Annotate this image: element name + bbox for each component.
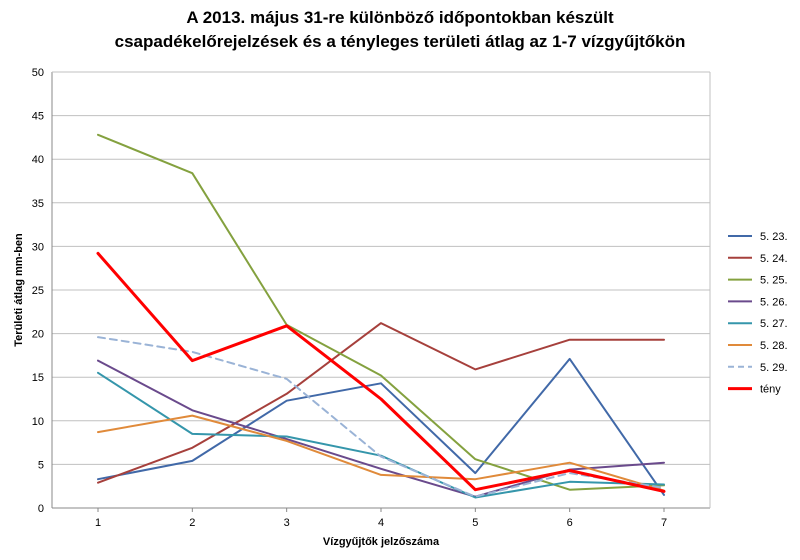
y-tick-label: 0 <box>38 503 44 515</box>
x-tick-label: 6 <box>567 517 573 529</box>
y-tick-label: 30 <box>32 241 44 253</box>
gridlines <box>52 71 710 465</box>
x-tick-label: 2 <box>189 517 195 529</box>
y-tick-label: 5 <box>38 459 44 471</box>
legend-label: 5. 26. <box>760 296 788 308</box>
series-lines <box>96 133 666 499</box>
legend-label: 5. 28. <box>760 340 788 352</box>
axes <box>51 71 711 512</box>
legend-label: 5. 27. <box>760 318 788 330</box>
series-line-5-24 <box>97 322 665 484</box>
y-tick-label: 10 <box>32 416 44 428</box>
y-tick-label: 20 <box>32 329 44 341</box>
series-line-5-28 <box>97 414 665 492</box>
legend-label: 5. 24. <box>760 253 788 265</box>
chart-title-line-1: A 2013. május 31-re különböző időpontokb… <box>186 8 614 27</box>
legend-label: 5. 23. <box>760 231 788 243</box>
series-line-5-29 <box>97 336 665 498</box>
y-axis-label: Területi átlag mm-ben <box>13 233 25 347</box>
y-tick-label: 40 <box>32 154 44 166</box>
series-line-5-25 <box>97 133 665 491</box>
x-tick-label: 1 <box>95 517 101 529</box>
legend-label: 5. 29. <box>760 362 788 374</box>
series-line-5-27 <box>97 371 665 499</box>
y-tick-label: 15 <box>32 372 44 384</box>
legend: 5. 23. 5. 24. 5. 25. 5. 26. 5. 27. 5. 28. 5. 2… <box>728 231 788 396</box>
x-tick-label: 5 <box>472 517 478 529</box>
y-tick-label: 45 <box>32 111 44 123</box>
series-line-tény <box>96 251 666 493</box>
legend-label: tény <box>760 384 781 396</box>
chart-title-line-2: csapadékelőrejelzések és a tényleges ter… <box>114 32 686 51</box>
x-tick-label: 3 <box>284 517 290 529</box>
y-tick-label: 50 <box>32 67 44 79</box>
chart-title: A 2013. május 31-re különböző időpontokb… <box>0 6 800 54</box>
x-tick-label: 7 <box>661 517 667 529</box>
x-axis-label: Vízgyűjtők jelzőszáma <box>323 536 440 548</box>
y-tick-label: 35 <box>32 198 44 210</box>
y-tick-label: 25 <box>32 285 44 297</box>
series-line-5-23 <box>97 357 665 496</box>
x-tick-label: 4 <box>378 517 384 529</box>
legend-label: 5. 25. <box>760 275 788 287</box>
